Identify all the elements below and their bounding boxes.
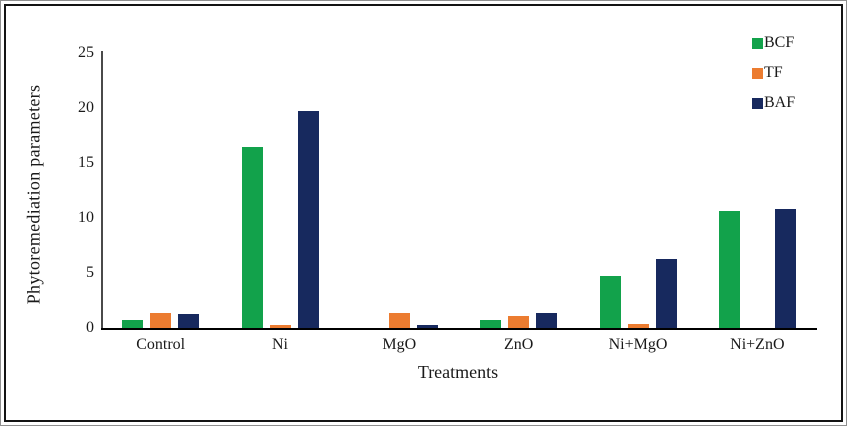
y-tick-label: 25 xyxy=(78,44,94,61)
x-category-label: MgO xyxy=(382,336,417,353)
y-tick-label: 10 xyxy=(78,209,94,226)
y-axis-line xyxy=(101,51,103,330)
bar-BCF-Ni xyxy=(241,146,263,328)
y-tick-label: 20 xyxy=(78,99,94,116)
legend-item-tf: TF xyxy=(752,64,795,82)
x-category-label: Ni xyxy=(271,336,288,353)
y-axis-label: Phytoremediation parameters xyxy=(23,84,44,305)
bar-BCF-ZnO xyxy=(480,320,502,328)
bar-BAF-Ni xyxy=(297,111,319,328)
bar-TF-Ni xyxy=(269,324,291,328)
bar-BAF-Ni+MgO xyxy=(655,258,677,328)
bar-TF-MgO xyxy=(388,312,410,328)
bar-BAF-ZnO xyxy=(536,312,558,328)
legend-swatch-baf xyxy=(752,97,763,109)
x-axis-label: Treatments xyxy=(417,362,499,382)
x-category-label: Control xyxy=(136,336,186,353)
y-tick-label: 0 xyxy=(86,319,94,336)
legend-label-tf: TF xyxy=(764,64,783,81)
bar-BAF-Control xyxy=(178,313,200,328)
bar-BAF-Ni+ZnO xyxy=(774,209,796,328)
bar-BCF-Ni+MgO xyxy=(599,276,621,328)
legend-swatch-bcf xyxy=(752,37,763,49)
x-category-label: Ni+MgO xyxy=(608,336,668,353)
legend: BCF TF BAF xyxy=(752,34,795,112)
y-tick-label: 5 xyxy=(86,264,94,281)
legend-item-bcf: BCF xyxy=(752,34,795,52)
x-axis-line xyxy=(101,328,817,330)
bar-TF-ZnO xyxy=(508,315,530,328)
y-tick-label: 15 xyxy=(78,154,94,171)
bar-BCF-Ni+ZnO xyxy=(718,211,740,328)
legend-label-baf: BAF xyxy=(764,94,796,111)
bar-TF-Control xyxy=(150,312,172,328)
x-category-label: Ni+ZnO xyxy=(730,336,785,353)
bar-TF-Ni+MgO xyxy=(627,323,649,328)
legend-item-baf: BAF xyxy=(752,94,795,112)
bar-BAF-MgO xyxy=(416,324,438,328)
x-category-label: ZnO xyxy=(504,336,534,353)
legend-swatch-tf xyxy=(752,67,763,79)
legend-label-bcf: BCF xyxy=(764,34,795,51)
chart-canvas: Phytoremediation parameters 0 5 10 15 20 25 C… xyxy=(4,4,843,422)
bar-BCF-Control xyxy=(122,320,144,328)
